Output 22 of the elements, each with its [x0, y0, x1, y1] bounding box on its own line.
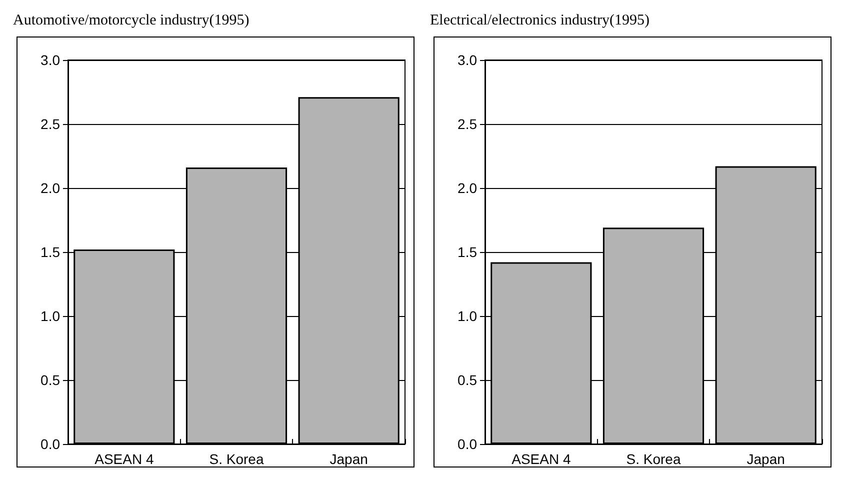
y-tick-label: 2.0 [40, 180, 60, 196]
x-tick-label: ASEAN 4 [94, 451, 154, 467]
y-tick-label: 0.0 [40, 436, 60, 452]
x-tick-label: Japan [330, 451, 368, 467]
y-tick-label: 2.0 [458, 180, 478, 196]
y-tick-label: 3.0 [40, 52, 60, 68]
x-tick-label: ASEAN 4 [512, 451, 571, 467]
x-tick-label: Japan [746, 451, 785, 467]
y-tick-label: 0.5 [458, 372, 478, 388]
y-tick-label: 0.0 [458, 436, 478, 452]
x-tick-label: S. Korea [209, 451, 264, 467]
x-tick-label: S. Korea [626, 451, 681, 467]
y-tick-label: 0.5 [40, 372, 60, 388]
y-tick-label: 2.5 [458, 116, 478, 132]
chart-title: Electrical/electronics industry(1995) [430, 12, 650, 28]
y-tick-label: 1.0 [40, 308, 60, 324]
y-tick-label: 2.5 [40, 116, 60, 132]
chart-title: Automotive/motorcycle industry(1995) [13, 12, 250, 28]
y-tick-label: 3.0 [458, 52, 478, 68]
y-tick-label: 1.5 [40, 244, 60, 260]
y-tick-label: 1.5 [458, 244, 478, 260]
y-tick-label: 1.0 [458, 308, 478, 324]
